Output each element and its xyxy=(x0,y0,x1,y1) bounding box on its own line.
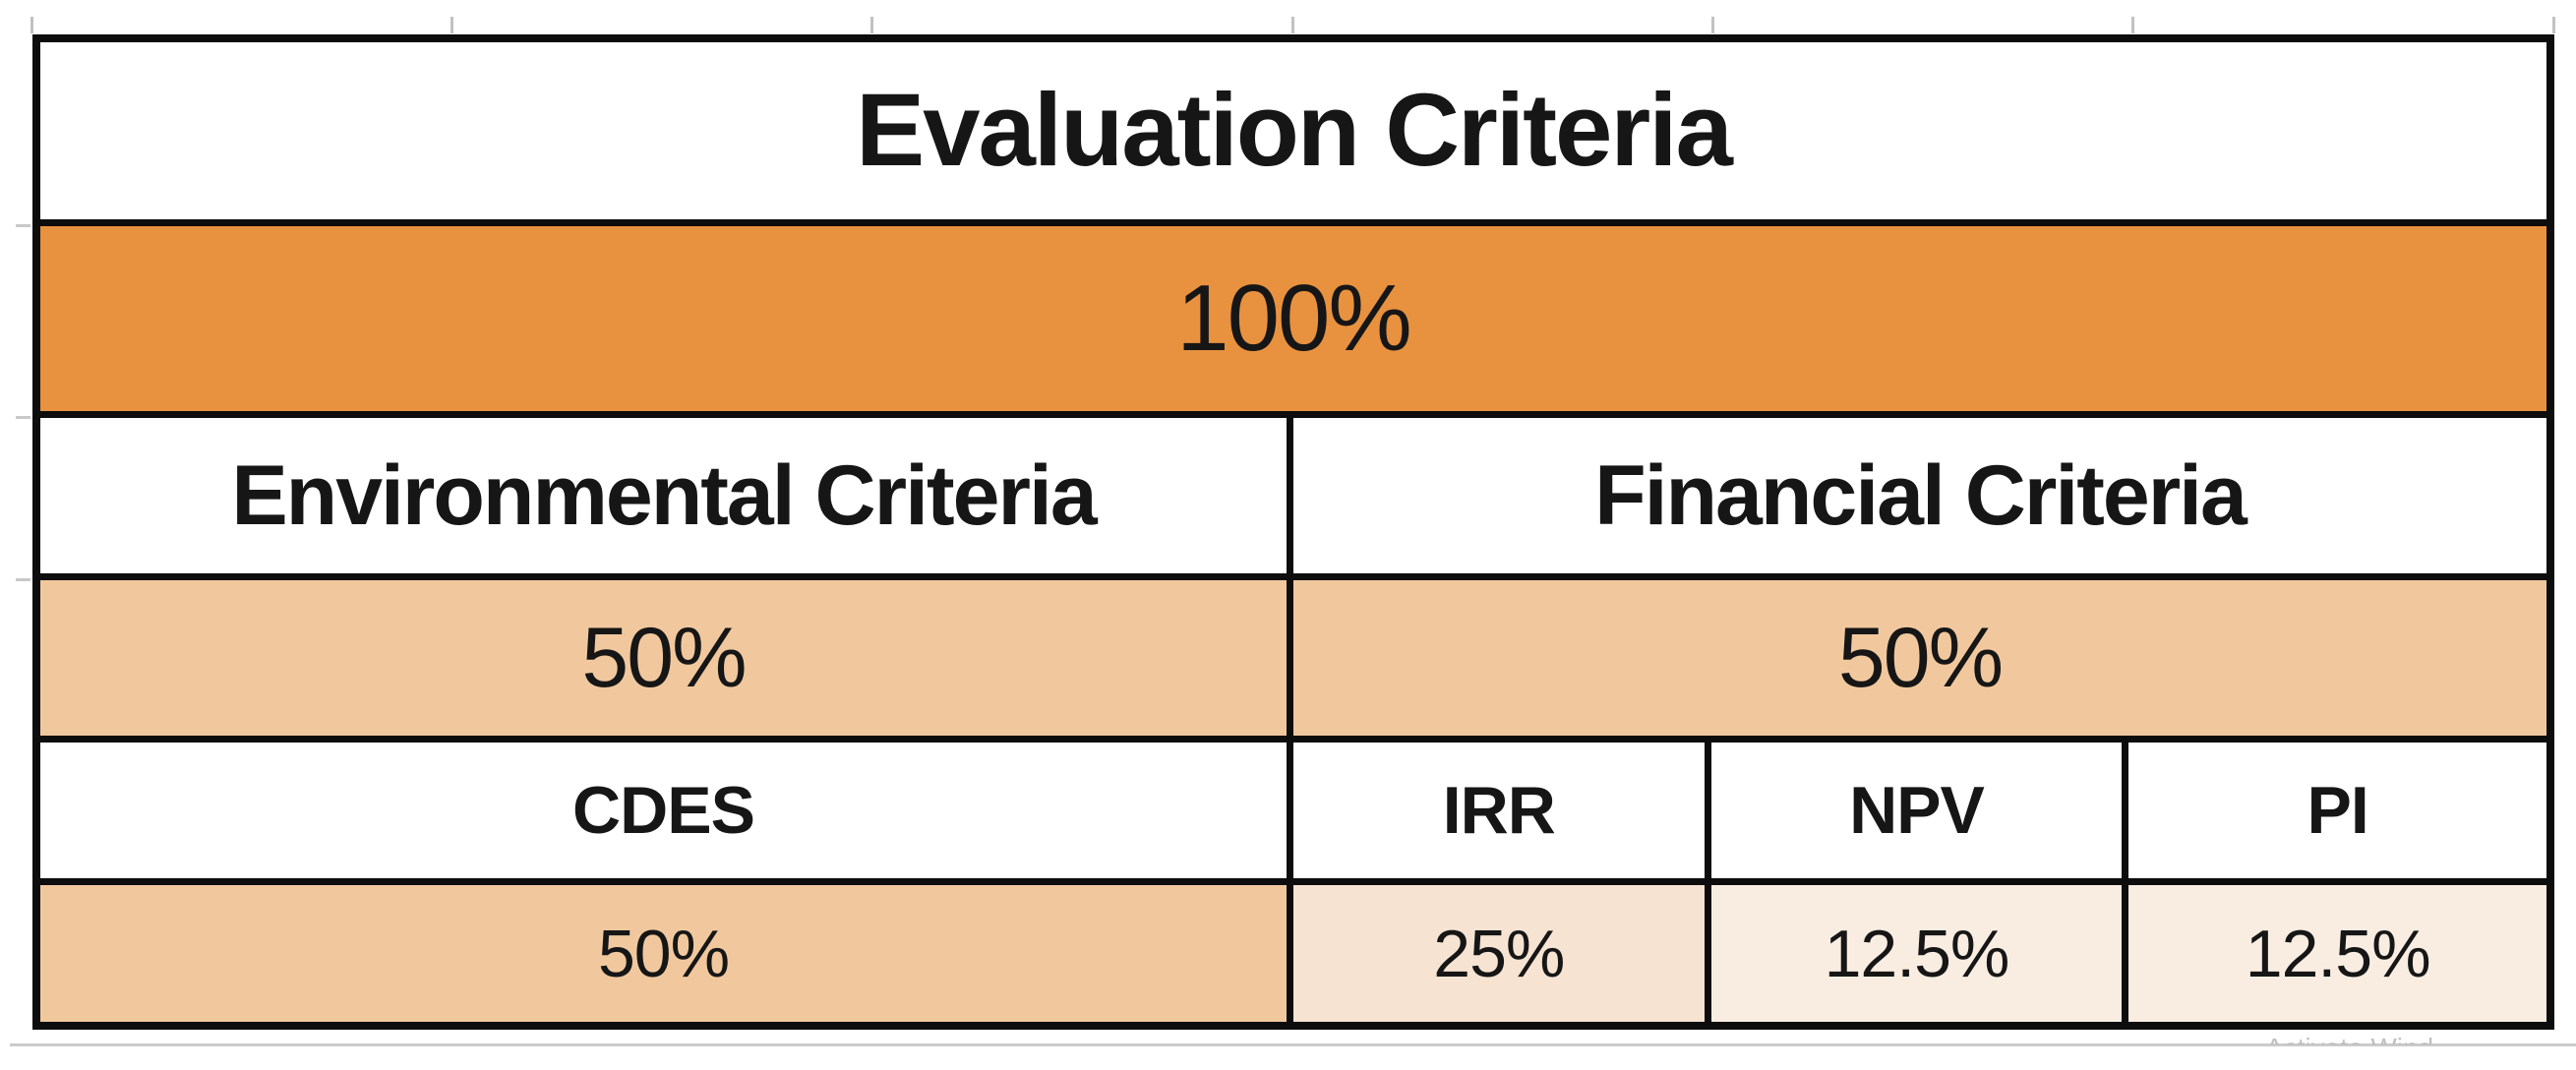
environmental-criteria-header-cell: Environmental Criteria xyxy=(40,418,1293,580)
gridline-tick-top-4 xyxy=(1291,17,1294,33)
environmental-weight-cell: 50% xyxy=(40,580,1293,743)
gridline-tick-left-1 xyxy=(16,224,30,227)
activate-windows-watermark: Activate Wind xyxy=(2265,1032,2560,1044)
gridline-tick-top-7 xyxy=(2552,17,2555,33)
irr-header-cell: IRR xyxy=(1293,743,1711,885)
total-weight-cell: 100% xyxy=(40,226,2546,418)
table-title-cell: Evaluation Criteria xyxy=(40,42,2546,226)
cdes-header-cell: CDES xyxy=(40,743,1293,885)
gridline-tick-top-5 xyxy=(1711,17,1714,33)
pi-weight-cell: 12.5% xyxy=(2128,885,2546,1022)
irr-weight-cell: 25% xyxy=(1293,885,1711,1022)
npv-header-cell: NPV xyxy=(1710,743,2129,885)
financial-weight-cell: 50% xyxy=(1293,580,2546,743)
gridline-tick-left-2 xyxy=(16,416,30,419)
npv-weight-cell: 12.5% xyxy=(1710,885,2129,1022)
gridline-tick-top-6 xyxy=(2131,17,2134,33)
gridline-tick-top-2 xyxy=(450,17,453,33)
gridline-tick-left-3 xyxy=(16,578,30,581)
cdes-weight-cell: 50% xyxy=(40,885,1293,1022)
evaluation-criteria-table: Evaluation Criteria 100% Environmental C… xyxy=(32,34,2554,1030)
window-edge-line xyxy=(10,1043,2576,1046)
activate-windows-watermark-text: Activate Wind xyxy=(2265,1032,2560,1044)
gridline-tick-top-1 xyxy=(30,17,33,33)
pi-header-cell: PI xyxy=(2128,743,2546,885)
financial-criteria-header-cell: Financial Criteria xyxy=(1293,418,2546,580)
gridline-tick-top-3 xyxy=(870,17,873,33)
